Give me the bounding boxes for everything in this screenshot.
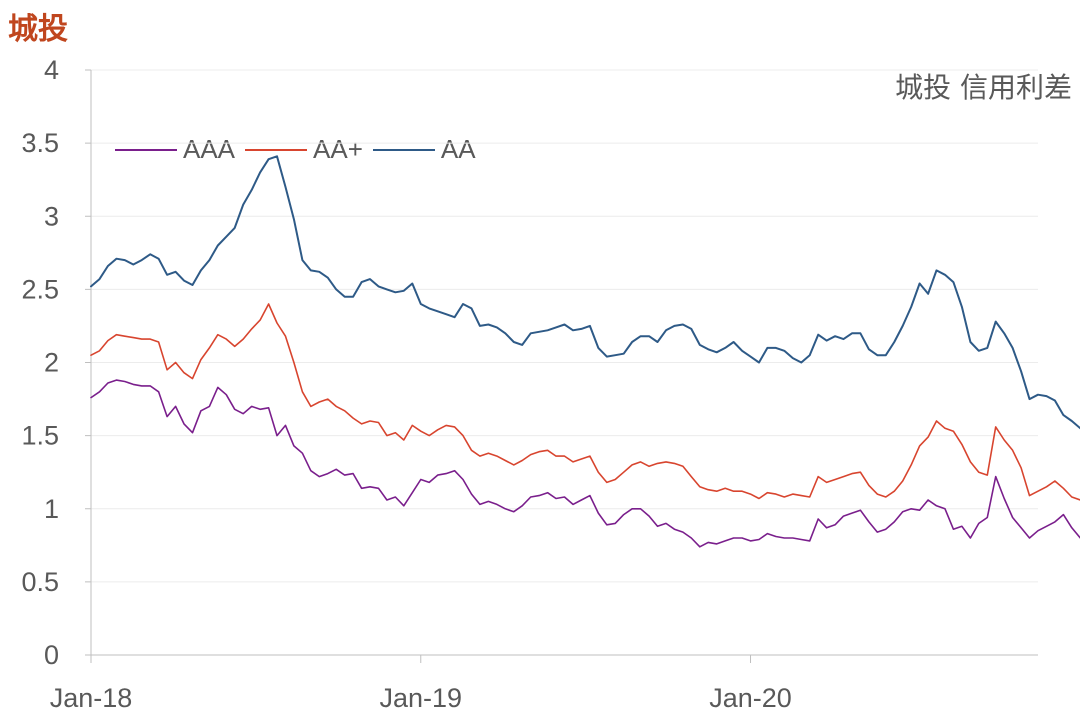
series-line-aa-plus xyxy=(90,303,1080,501)
y-tick-label: 2 xyxy=(44,348,59,378)
y-tick-label: 4 xyxy=(44,55,59,85)
tick-labels: 0 0.5 1 1.5 2 2.5 3 3.5 4 Jan-18 Jan-19 Jan-20 xyxy=(21,55,791,713)
y-tick-label: 3 xyxy=(44,201,59,231)
chart-title: 城投 信用利差 xyxy=(895,71,1072,104)
x-tick-label: Jan-20 xyxy=(709,683,792,713)
y-tick-label: 3.5 xyxy=(21,128,59,158)
y-tick-label: 2.5 xyxy=(21,274,59,304)
legend-label-aa: AA xyxy=(440,134,476,164)
y-tick-label: 0 xyxy=(44,640,59,670)
y-tick-label: 1 xyxy=(44,494,59,524)
series-line-aaa xyxy=(90,379,1080,548)
series-lines xyxy=(90,155,1080,548)
x-tick-label: Jan-19 xyxy=(379,683,462,713)
legend-swatch-aa-plus xyxy=(245,148,308,151)
legend-item-aa-plus: AA+ xyxy=(245,134,363,165)
y-tick-label: 0.5 xyxy=(21,567,59,597)
legend-item-aa: AA xyxy=(372,134,476,165)
page-title: 城投 xyxy=(8,12,68,47)
series-line-aa xyxy=(90,155,1080,430)
axes xyxy=(85,69,1038,663)
legend-swatch-aaa xyxy=(115,148,177,151)
gridlines xyxy=(91,69,1038,583)
legend-label-aaa: AAA xyxy=(183,134,236,164)
x-tick-label: Jan-18 xyxy=(50,683,133,713)
legend-label-aa-plus: AA+ xyxy=(313,134,363,164)
legend-item-aaa: AAA xyxy=(115,134,235,165)
legend-swatch-aa xyxy=(372,148,435,151)
y-tick-label: 1.5 xyxy=(21,421,59,451)
chart-legend: AAA AA+ AA xyxy=(115,134,486,165)
